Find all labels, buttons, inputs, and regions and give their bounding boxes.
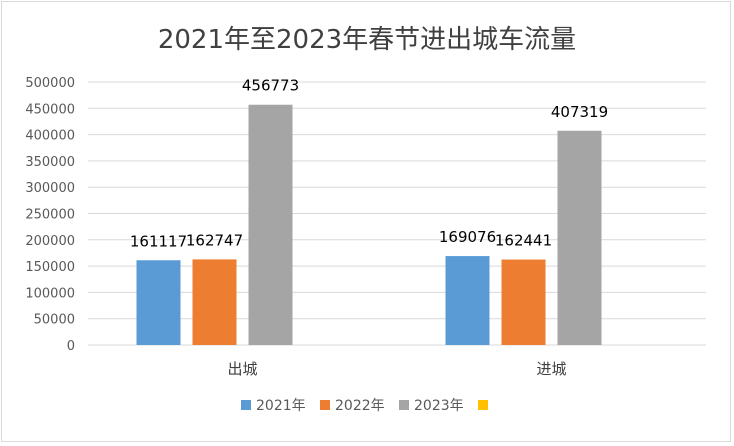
- y-tick-label: 500000: [25, 76, 75, 91]
- legend: 2021年 2022年 2023年: [241, 398, 488, 414]
- y-tick-label: 50000: [34, 313, 75, 328]
- bar-2022年-进城: [501, 259, 546, 345]
- bar-2023年-出城: [248, 104, 293, 346]
- bar-2023年-进城: [557, 130, 602, 345]
- data-label: 456773: [242, 77, 299, 95]
- legend-swatch: [399, 400, 409, 410]
- data-label: 161117: [130, 232, 187, 250]
- y-tick-label: 250000: [25, 208, 75, 223]
- bar-2021年-进城: [445, 256, 490, 345]
- y-axis-ticks: 0 50000 100000 150000 200000 250000 300000 3500…: [25, 76, 75, 354]
- x-axis-categories: 出城 进城: [227, 360, 566, 378]
- x-category-label: 进城: [536, 360, 566, 378]
- y-tick-label: 0: [67, 339, 75, 354]
- x-category-label: 出城: [227, 360, 257, 378]
- y-tick-label: 200000: [25, 234, 75, 249]
- data-label: 169076: [439, 228, 496, 246]
- legend-label: 2023年: [414, 398, 464, 414]
- gridlines: [88, 81, 706, 346]
- legend-swatch: [241, 400, 251, 410]
- y-tick-label: 100000: [25, 286, 75, 301]
- bar-2022年-出城: [192, 259, 237, 345]
- data-label: 162441: [495, 232, 552, 250]
- legend-label: 2022年: [335, 398, 385, 414]
- y-tick-label: 450000: [25, 102, 75, 117]
- legend-swatch: [478, 400, 488, 410]
- y-tick-label: 400000: [25, 129, 75, 144]
- legend-swatch: [320, 400, 330, 410]
- bar-2021年-出城: [136, 260, 181, 345]
- bars: [136, 104, 602, 346]
- y-tick-label: 300000: [25, 181, 75, 196]
- data-label: 162747: [186, 231, 243, 249]
- chart-title: 2021年至2023年春节进出城车流量: [158, 25, 576, 55]
- legend-label: 2021年: [256, 398, 306, 414]
- data-label: 407319: [551, 103, 608, 121]
- y-tick-label: 150000: [25, 260, 75, 275]
- y-tick-label: 350000: [25, 155, 75, 170]
